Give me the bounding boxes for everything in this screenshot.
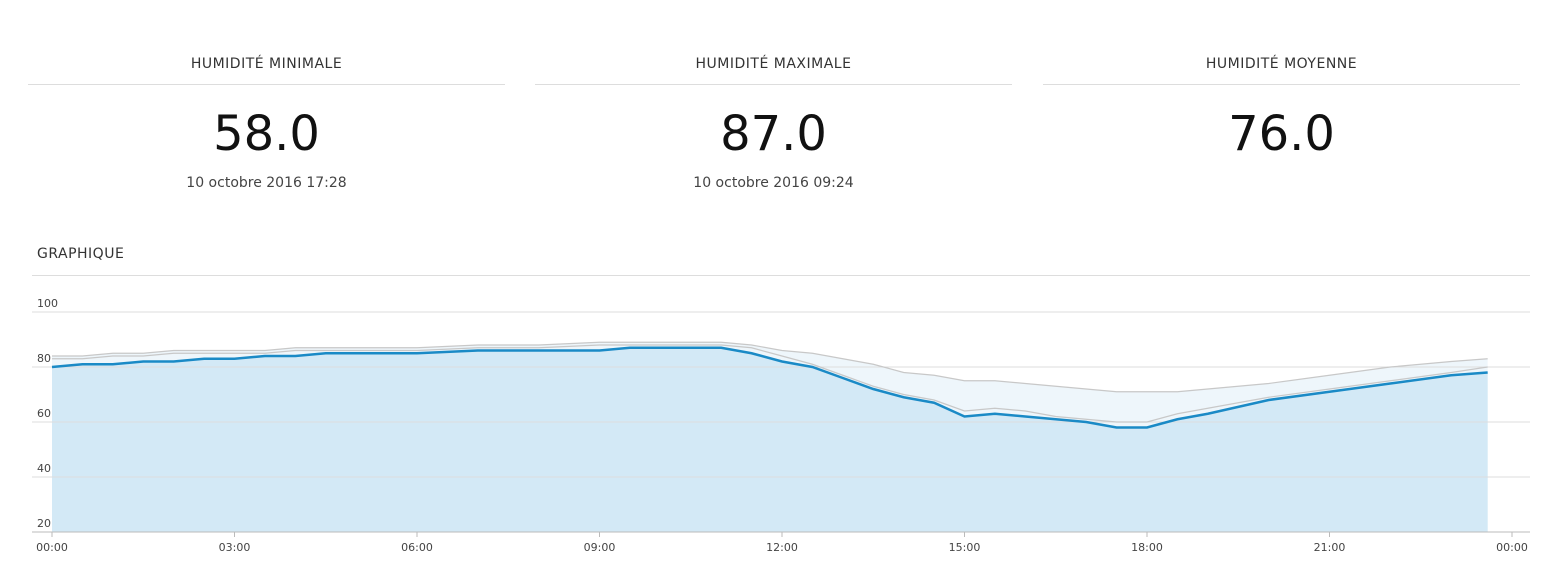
- y-tick-label: 80: [37, 352, 51, 365]
- divider: [1043, 84, 1520, 85]
- divider: [28, 84, 505, 85]
- line: [51, 346, 1488, 429]
- y-tick-label: 60: [37, 407, 51, 420]
- stat-value: 76.0: [1228, 106, 1335, 162]
- area: [52, 347, 1488, 532]
- line: [52, 341, 1488, 393]
- x-tick-label: 09:00: [584, 541, 616, 554]
- stat-date: 10 octobre 2016 17:28: [186, 175, 347, 191]
- line: [52, 344, 1488, 423]
- x-tick-label: 00:00: [1496, 541, 1528, 554]
- x-tick-label: 18:00: [1131, 541, 1163, 554]
- x-tick-label: 03:00: [219, 541, 251, 554]
- stat-value: 58.0: [213, 106, 320, 162]
- stat-title: HUMIDITÉ MOYENNE: [1205, 56, 1358, 72]
- divider: [32, 275, 1530, 276]
- x-tick-label: 12:00: [766, 541, 798, 554]
- y-tick-label: 100: [37, 297, 58, 310]
- divider: [535, 84, 1012, 85]
- y-tick-label: 40: [37, 462, 51, 475]
- y-tick-label: 20: [37, 517, 51, 530]
- section-title: GRAPHIQUE: [37, 246, 125, 262]
- x-tick-label: 21:00: [1314, 541, 1346, 554]
- x-tick-label: 06:00: [401, 541, 433, 554]
- stat-value: 87.0: [720, 106, 827, 162]
- x-tick-label: 15:00: [949, 541, 981, 554]
- stat-title: HUMIDITÉ MAXIMALE: [695, 56, 852, 72]
- x-tick-label: 00:00: [36, 541, 68, 554]
- stat-title: HUMIDITÉ MINIMALE: [190, 56, 343, 72]
- stat-date: 10 octobre 2016 09:24: [693, 175, 854, 191]
